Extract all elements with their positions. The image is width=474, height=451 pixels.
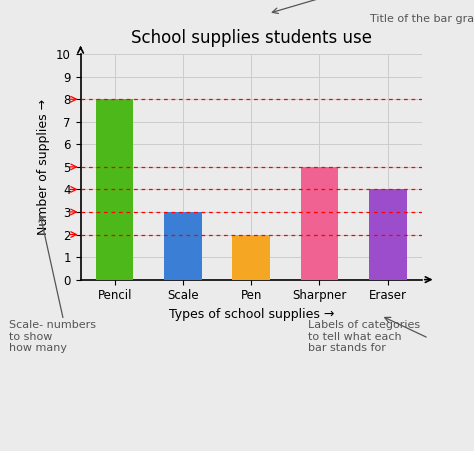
- Bar: [232, 235, 270, 280]
- Bar: [369, 189, 407, 280]
- Bar: [301, 167, 338, 280]
- Bar: [96, 99, 134, 280]
- Y-axis label: Number of supplies →: Number of supplies →: [37, 99, 50, 235]
- Bar: [164, 212, 202, 280]
- Text: Labels of categories
to tell what each
bar stands for: Labels of categories to tell what each b…: [308, 320, 420, 354]
- Title: School supplies students use: School supplies students use: [131, 29, 372, 47]
- Text: Title of the bar graph: Title of the bar graph: [370, 14, 474, 23]
- X-axis label: Types of school supplies →: Types of school supplies →: [169, 308, 334, 321]
- Text: Scale- numbers
to show
how many: Scale- numbers to show how many: [9, 320, 97, 354]
